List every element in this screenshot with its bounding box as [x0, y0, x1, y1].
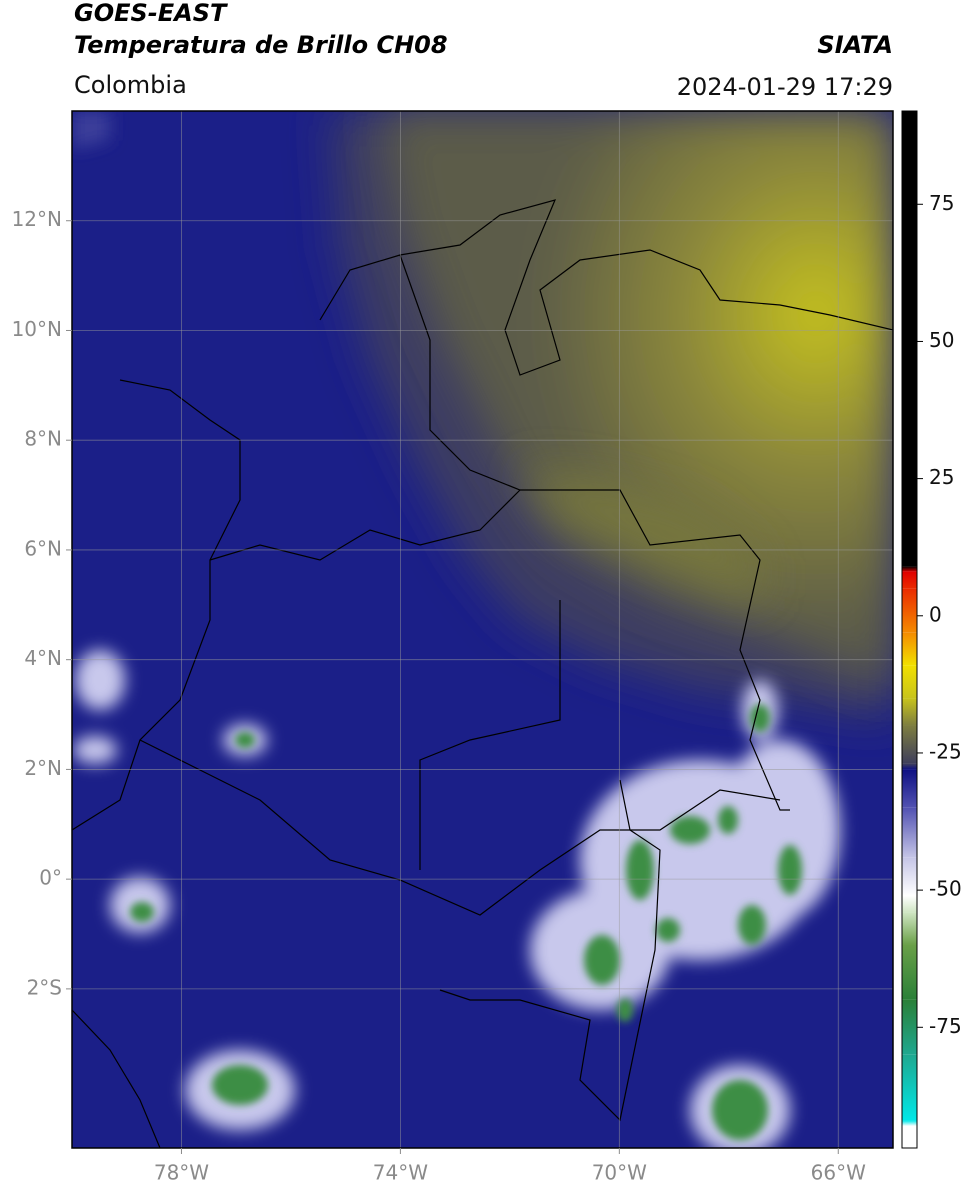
title-line2: Temperatura de Brillo CH08 [74, 31, 448, 59]
colorbar [902, 111, 917, 1148]
colorbar-segment [902, 999, 917, 1055]
colorbar-segment [902, 698, 917, 726]
colorbar-segment [902, 566, 917, 572]
region: Colombia [74, 71, 187, 99]
colorbar-segment [902, 111, 917, 567]
colorbar-segment [902, 763, 917, 770]
colorbar-segment [902, 857, 917, 896]
y-tick-label: 2°S [27, 975, 62, 999]
title-line1: GOES-EAST [74, 0, 228, 27]
colorbar-segment [902, 807, 917, 858]
y-tick-label: 2°N [24, 756, 62, 780]
y-tick-label: 4°N [24, 646, 62, 670]
source: SIATA [817, 31, 893, 59]
colorbar-segment [902, 588, 917, 633]
colorbar-segment [902, 895, 917, 913]
y-tick-label: 8°N [24, 427, 62, 451]
colorbar-frame [901, 110, 918, 1149]
colorbar-segment [902, 944, 917, 1000]
colorbar-segment [902, 912, 917, 945]
y-tick-label: 6°N [24, 536, 62, 560]
y-tick-label: 0° [39, 866, 62, 890]
colorbar-tick-label: 25 [929, 465, 954, 489]
colorbar-segment [902, 1054, 917, 1121]
satellite-image [72, 111, 893, 1148]
colorbar-tick-label: 50 [929, 328, 954, 352]
colorbar-segment [902, 632, 917, 666]
x-tick-label: 66°W [811, 1161, 866, 1185]
x-tick-label: 78°W [154, 1161, 209, 1185]
map-frame [71, 110, 894, 1149]
y-tick-label: 10°N [12, 317, 62, 341]
colorbar-tick-label: -50 [929, 877, 962, 901]
colorbar-tick-label: 75 [929, 191, 954, 215]
colorbar-tick-label: -25 [929, 739, 962, 763]
colorbar-segment [902, 1120, 917, 1127]
colorbar-segment [902, 665, 917, 699]
x-tick-label: 74°W [373, 1161, 428, 1185]
colorbar-segment [902, 725, 917, 764]
graticule [72, 111, 893, 1148]
colorbar-segment [902, 1126, 917, 1148]
x-tick-label: 70°W [592, 1161, 647, 1185]
datetime: 2024-01-29 17:29 [677, 73, 893, 101]
colorbar-tick-label: -75 [929, 1014, 962, 1038]
y-tick-label: 12°N [12, 207, 62, 231]
colorbar-segment [902, 769, 917, 808]
colorbar-segment [902, 571, 917, 589]
colorbar-tick-label: 0 [929, 602, 942, 626]
